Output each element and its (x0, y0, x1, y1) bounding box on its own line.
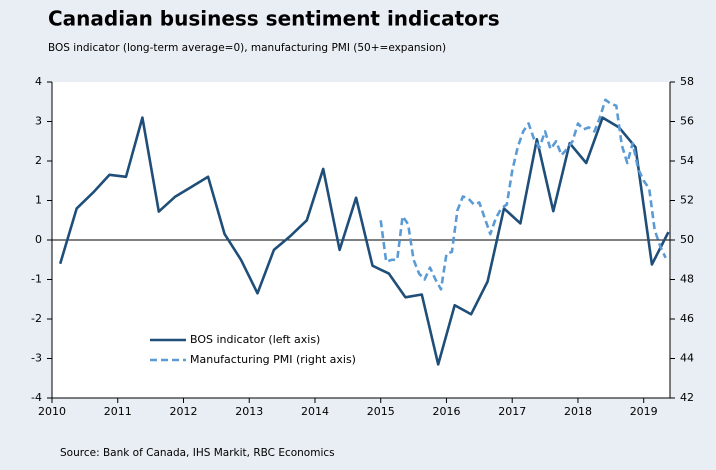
y2-tick-label: 50 (680, 233, 694, 246)
y-tick-label: 1 (35, 194, 42, 207)
y2-tick-label: 54 (680, 154, 694, 167)
y-tick-label: 4 (35, 75, 42, 88)
y-tick-label: 0 (35, 233, 42, 246)
chart-subtitle: BOS indicator (long-term average=0), man… (48, 42, 446, 54)
series-line (379, 98, 667, 291)
y2-tick-label: 48 (680, 273, 694, 286)
y2-tick-label: 52 (680, 194, 694, 207)
y-tick-label: -1 (31, 273, 42, 286)
x-tick-label: 2011 (104, 405, 132, 418)
x-tick-label: 2018 (564, 405, 592, 418)
y-tick-label: 3 (35, 115, 42, 128)
y2-tick-label: 42 (680, 391, 694, 404)
y2-tick-label: 58 (680, 75, 694, 88)
chart-title: Canadian business sentiment indicators (48, 7, 500, 31)
x-tick-label: 2012 (169, 405, 197, 418)
y-tick-label: 2 (35, 154, 42, 167)
x-tick-label: 2013 (235, 405, 263, 418)
x-tick-label: 2017 (498, 405, 526, 418)
x-tick-label: 2019 (630, 405, 658, 418)
x-tick-label: 2010 (38, 405, 66, 418)
legend-label: Manufacturing PMI (right axis) (190, 353, 356, 366)
y-tick-label: -3 (31, 352, 42, 365)
legend-label: BOS indicator (left axis) (190, 333, 320, 346)
y2-tick-label: 56 (680, 115, 694, 128)
x-tick-label: 2016 (432, 405, 460, 418)
y2-tick-label: 46 (680, 312, 694, 325)
source: Source: Bank of Canada, IHS Markit, RBC … (60, 447, 335, 459)
series-line (58, 116, 670, 366)
y2-tick-label: 44 (680, 352, 694, 365)
y-tick-label: -4 (31, 391, 42, 404)
x-tick-label: 2014 (301, 405, 329, 418)
y-tick-label: -2 (31, 312, 42, 325)
x-tick-label: 2015 (367, 405, 395, 418)
